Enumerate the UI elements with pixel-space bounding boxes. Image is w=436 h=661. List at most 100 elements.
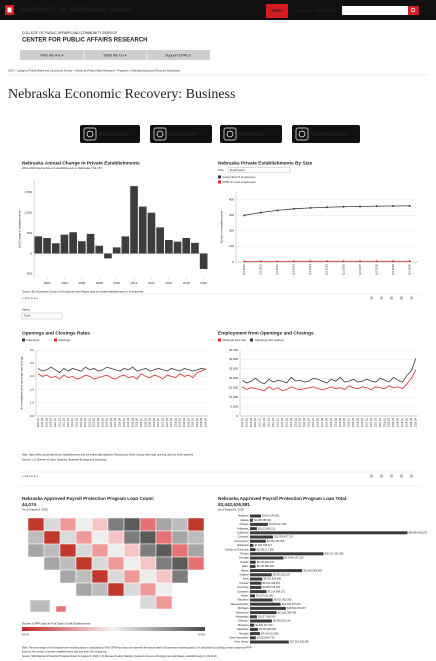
value-label: $22,803,904,866 <box>303 569 322 572</box>
nav-button-label[interactable]: WORKFORCE <box>311 132 349 138</box>
toolbar-icon[interactable] <box>370 474 373 478</box>
x-tick-label: 2019 Q4 <box>414 417 417 427</box>
button-icon-frame <box>295 127 309 141</box>
nav-button[interactable] <box>80 125 140 143</box>
select-value[interactable]: Total <box>24 314 30 318</box>
nav-button[interactable] <box>292 125 360 143</box>
toolbar-icon[interactable] <box>400 474 403 478</box>
x-tick-label: 2016 Q2 <box>352 417 355 427</box>
series-marker <box>392 260 395 263</box>
nav-button-label[interactable]: ECONOMY <box>169 132 198 138</box>
toolbar-icon[interactable] <box>370 296 373 300</box>
toolbar-icon[interactable] <box>380 296 383 300</box>
value-label: $11,601,295,442 <box>278 611 297 614</box>
category-label: District of Columbia <box>225 547 249 551</box>
nav-button[interactable] <box>150 125 212 143</box>
category-label: Idaho <box>242 564 249 568</box>
search-button[interactable] <box>408 6 419 15</box>
x-tick-label: 2012 Q4 <box>84 417 87 427</box>
x-tick-label: 2012 Q1 <box>276 417 279 427</box>
x-tick-label: 2018 Q1 <box>174 417 177 427</box>
x-tick-label: 2016 Q1 <box>140 417 143 427</box>
series-marker <box>276 209 279 212</box>
x-tick-label: 2018 Q4 <box>187 417 190 427</box>
nav-item[interactable]: Support CPACS <box>165 53 191 57</box>
filter-dropdown[interactable] <box>227 167 291 173</box>
button-icon-frame <box>153 127 167 141</box>
y-tick-label: 15,000 <box>229 386 239 390</box>
nav-item[interactable]: What We Do ▾ <box>103 53 126 57</box>
x-tick-label: 2010 Q3 <box>45 417 48 427</box>
y-axis-label: Number of establishments <box>220 210 224 243</box>
toolbar-icon[interactable] <box>410 474 413 478</box>
x-tick-label: 2015 Q2 <box>334 417 337 427</box>
toolbar-icon[interactable] <box>380 474 383 478</box>
y-axis-label: % of establishments openings and closing… <box>20 356 24 410</box>
bar <box>250 539 266 543</box>
category-label: Nevada <box>239 631 249 635</box>
y-tick-label: 5,000 <box>230 404 238 408</box>
toolbar-icon[interactable] <box>410 296 413 300</box>
y-tick-label: 1,500 <box>24 190 32 194</box>
map-state <box>139 530 157 545</box>
x-tick-label: 2014 Q1 <box>312 417 315 427</box>
value-label: $4,813,245,661 <box>262 515 280 518</box>
value-label: $7,214,908,372 <box>268 590 286 593</box>
series-marker <box>326 260 328 263</box>
toolbar-icon[interactable] <box>400 296 403 300</box>
search-box[interactable] <box>342 6 408 15</box>
series-line <box>242 358 417 385</box>
chart-subtitle: As of August 8, 2020 <box>22 508 48 512</box>
series-marker <box>359 205 362 208</box>
x-tick-label: 2011 Q4 <box>272 417 275 427</box>
category-label: Delaware <box>237 543 249 547</box>
y-tick-label: 0.0 <box>30 414 35 418</box>
nav-button-label[interactable]: BUSINESS <box>99 132 128 138</box>
x-tick-label: 2015 Q3 <box>131 417 134 427</box>
bar <box>250 640 289 644</box>
x-tick-label: 2016 Q1 <box>348 417 351 427</box>
map-state <box>187 556 205 571</box>
category-label: Missouri <box>238 619 248 623</box>
bar <box>250 569 303 573</box>
category-label: Maryland <box>237 598 249 602</box>
x-tick-label: 2017 Q2 <box>161 417 164 427</box>
nav-button[interactable] <box>220 125 282 143</box>
value-label: $9,583,302,164 <box>273 620 291 623</box>
bottom-source: Source: SBA Payment Protection Program R… <box>22 655 217 658</box>
value-label: $2,395,117,806 <box>257 548 275 551</box>
toolbar-icon[interactable] <box>390 474 393 478</box>
nav-button-label[interactable]: FINANCE <box>239 132 264 138</box>
select-dropdown[interactable] <box>21 312 63 320</box>
map-state <box>171 543 189 558</box>
x-tick-label: 2019 Q3 <box>410 417 413 427</box>
directory-link[interactable]: DIRECTORY <box>316 9 338 13</box>
legend-max: 75.6% <box>198 633 206 637</box>
bar <box>250 632 260 636</box>
map-state <box>123 556 141 571</box>
map-state <box>139 569 157 584</box>
my-uno-link[interactable]: MY UNO <box>296 9 311 13</box>
apply-link[interactable]: APPLY <box>271 9 283 13</box>
category-label: Mississippi <box>236 615 249 619</box>
value-label: $1,285,885,661 <box>254 519 272 522</box>
apply-button[interactable] <box>266 4 288 18</box>
value-label: $3,442,626,881 <box>259 628 277 631</box>
bar <box>250 573 272 577</box>
toolbar-icon[interactable] <box>390 296 393 300</box>
bar <box>250 577 263 581</box>
value-label: $5,012,336,931 <box>263 582 281 585</box>
y-tick-label: 2.0 <box>30 387 35 391</box>
y-tick-label: 0 <box>232 260 234 264</box>
map-state <box>139 556 157 571</box>
x-tick-label: 2010 Q3 <box>250 417 253 427</box>
y-tick-label: 35,000 <box>229 348 239 352</box>
select-label: Select <box>22 308 30 312</box>
value-label: $68,894,826,871 <box>409 531 428 534</box>
y-tick-label: 0 <box>236 414 238 418</box>
legend-min: 64.1% <box>22 633 30 637</box>
filter-value[interactable]: Employees <box>230 168 245 172</box>
category-label: New Hampshire <box>229 636 249 640</box>
map-state <box>155 582 173 597</box>
nav-item[interactable]: Who We Are ▾ <box>41 53 64 57</box>
